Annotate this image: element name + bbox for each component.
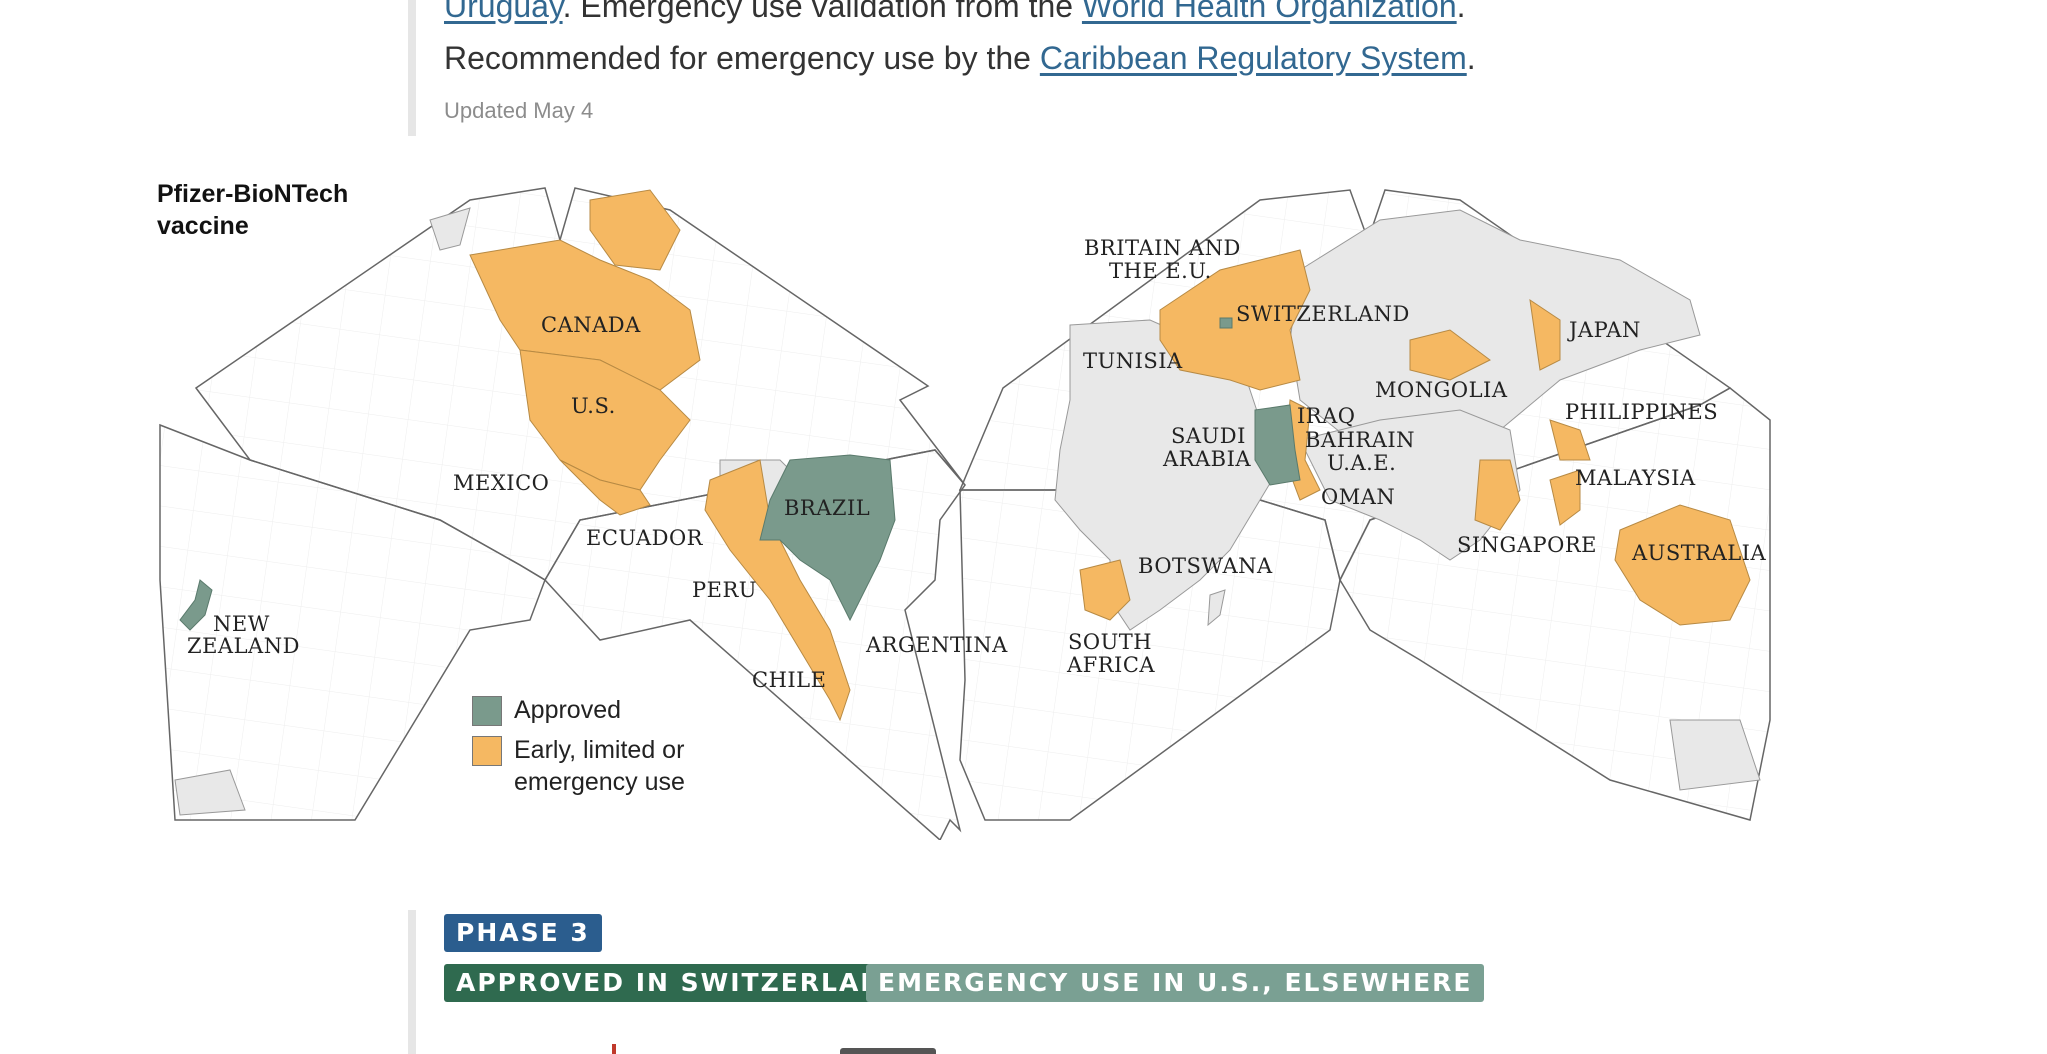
- brazil: [759, 454, 896, 622]
- label-mongolia: MONGOLIA: [1375, 378, 1508, 402]
- europe: [1159, 249, 1311, 391]
- new-zealand: [179, 579, 213, 631]
- label-singapore: SINGAPORE: [1457, 533, 1597, 557]
- south-africa: [1079, 559, 1131, 621]
- antarctica-east: [1669, 719, 1761, 791]
- label-malaysia: MALAYSIA: [1575, 466, 1696, 490]
- label-tunisia: TUNISIA: [1083, 349, 1183, 373]
- legend-early: Early, limited or emergency use: [472, 734, 714, 798]
- label-bahrain: BAHRAIN: [1305, 428, 1415, 452]
- land-other: [174, 207, 1761, 816]
- label-mexico: MEXICO: [453, 471, 549, 495]
- label-iraq: IRAQ: [1297, 404, 1356, 428]
- australia: [1614, 504, 1751, 626]
- article-line-1: Uruguay. Emergency use validation from t…: [444, 0, 1466, 25]
- label-canada: CANADA: [541, 313, 641, 337]
- link-who[interactable]: World Health Organization: [1081, 0, 1457, 24]
- label-oman: OMAN: [1321, 485, 1395, 509]
- article-line-2: Recommended for emergency use by the Car…: [444, 40, 1476, 77]
- label-saudi-2: ARABIA: [1162, 447, 1251, 471]
- label-britain-1: BRITAIN AND: [1084, 236, 1241, 260]
- africa-north: [1054, 319, 1291, 631]
- madagascar: [1207, 589, 1226, 627]
- legend-swatch-early: [472, 736, 502, 766]
- label-britain-2: THE E.U.: [1109, 259, 1212, 283]
- quote-bar-lower: [408, 910, 416, 1054]
- label-botswana: BOTSWANA: [1138, 554, 1273, 578]
- label-brazil: BRAZIL: [784, 496, 870, 520]
- text: .: [1456, 0, 1466, 24]
- label-switzerland: SWITZERLAND: [1236, 302, 1410, 326]
- emergency-badge: EMERGENCY USE IN U.S., ELSEWHERE: [866, 964, 1485, 1002]
- lobe-south-pacific: [159, 423, 546, 821]
- label-uae: U.A.E.: [1327, 451, 1396, 475]
- saudi-arabia: [1254, 404, 1301, 486]
- malaysia-indonesia: [1474, 459, 1521, 531]
- label-japan: JAPAN: [1567, 318, 1641, 342]
- label-new-zealand-1: NEW: [213, 612, 270, 636]
- link-caribbean-regulatory-system[interactable]: Caribbean Regulatory System: [1039, 40, 1467, 76]
- map-legend: Approved Early, limited or emergency use: [472, 694, 714, 806]
- map-title: Pfizer-BioNTech vaccine: [157, 178, 348, 242]
- legend-swatch-approved: [472, 696, 502, 726]
- land-early-use: [469, 189, 1751, 722]
- label-philippines: PHILIPPINES: [1565, 400, 1718, 424]
- map-title-line-2: vaccine: [157, 212, 249, 240]
- label-peru: PERU: [692, 578, 757, 602]
- label-australia: AUSTRALIA: [1631, 541, 1766, 565]
- philippines: [1549, 419, 1591, 461]
- map-labels: CANADA U.S. MEXICO ECUADOR PERU BRAZIL C…: [187, 236, 1766, 692]
- map-title-line-1: Pfizer-BioNTech: [157, 180, 349, 208]
- label-new-zealand-2: ZEALAND: [187, 634, 300, 658]
- label-saudi-1: SAUDI: [1171, 424, 1246, 448]
- label-us: U.S.: [571, 394, 616, 418]
- legend-label-approved: Approved: [514, 696, 622, 724]
- partial-element: [612, 1044, 616, 1054]
- greenland-early: [589, 189, 681, 271]
- russia-asia: [1289, 209, 1701, 461]
- label-south-africa-2: AFRICA: [1066, 653, 1155, 677]
- world-map: CANADA U.S. MEXICO ECUADOR PERU BRAZIL C…: [0, 160, 2047, 840]
- greenland-other: [429, 207, 471, 251]
- japan: [1529, 298, 1561, 371]
- text: . Emergency use validation from the: [562, 0, 1082, 24]
- world-map-svg: CANADA U.S. MEXICO ECUADOR PERU BRAZIL C…: [159, 187, 1771, 840]
- switzerland: [1219, 317, 1233, 329]
- updated-timestamp: Updated May 4: [444, 98, 594, 123]
- label-south-africa-1: SOUTH: [1068, 630, 1152, 654]
- quote-bar: [408, 0, 416, 136]
- china-india: [1299, 409, 1521, 561]
- antarctica-west: [174, 769, 246, 816]
- mexico-central: [559, 459, 651, 516]
- canada: [469, 239, 701, 391]
- legend-approved: Approved: [472, 694, 714, 726]
- label-argentina: ARGENTINA: [865, 633, 1008, 657]
- mongolia-china-early: [1409, 329, 1491, 381]
- indonesia-east: [1549, 469, 1581, 526]
- partial-element: [840, 1048, 936, 1054]
- text: .: [1466, 40, 1476, 76]
- phase-badge: PHASE 3: [444, 914, 602, 952]
- label-chile: CHILE: [752, 668, 826, 692]
- united-states: [519, 349, 691, 491]
- label-ecuador: ECUADOR: [586, 526, 704, 550]
- legend-label-early: Early, limited or emergency use: [514, 736, 685, 796]
- text: Recommended for emergency use by the: [444, 40, 1040, 76]
- link-uruguay[interactable]: Uruguay: [444, 0, 563, 24]
- approved-badge: APPROVED IN SWITZERLAND: [444, 964, 918, 1002]
- land-approved: [179, 317, 1301, 631]
